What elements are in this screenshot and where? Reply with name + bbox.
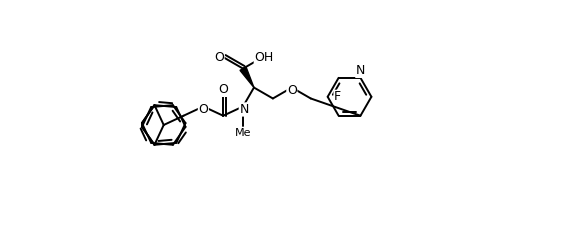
Text: N: N: [239, 103, 249, 116]
Text: OH: OH: [254, 51, 274, 64]
Text: O: O: [199, 103, 208, 116]
Text: F: F: [334, 90, 341, 103]
Text: O: O: [214, 51, 224, 64]
Text: Me: Me: [235, 128, 251, 138]
Polygon shape: [240, 67, 254, 87]
Text: O: O: [287, 84, 297, 97]
Text: N: N: [356, 64, 365, 77]
Text: O: O: [218, 83, 228, 96]
